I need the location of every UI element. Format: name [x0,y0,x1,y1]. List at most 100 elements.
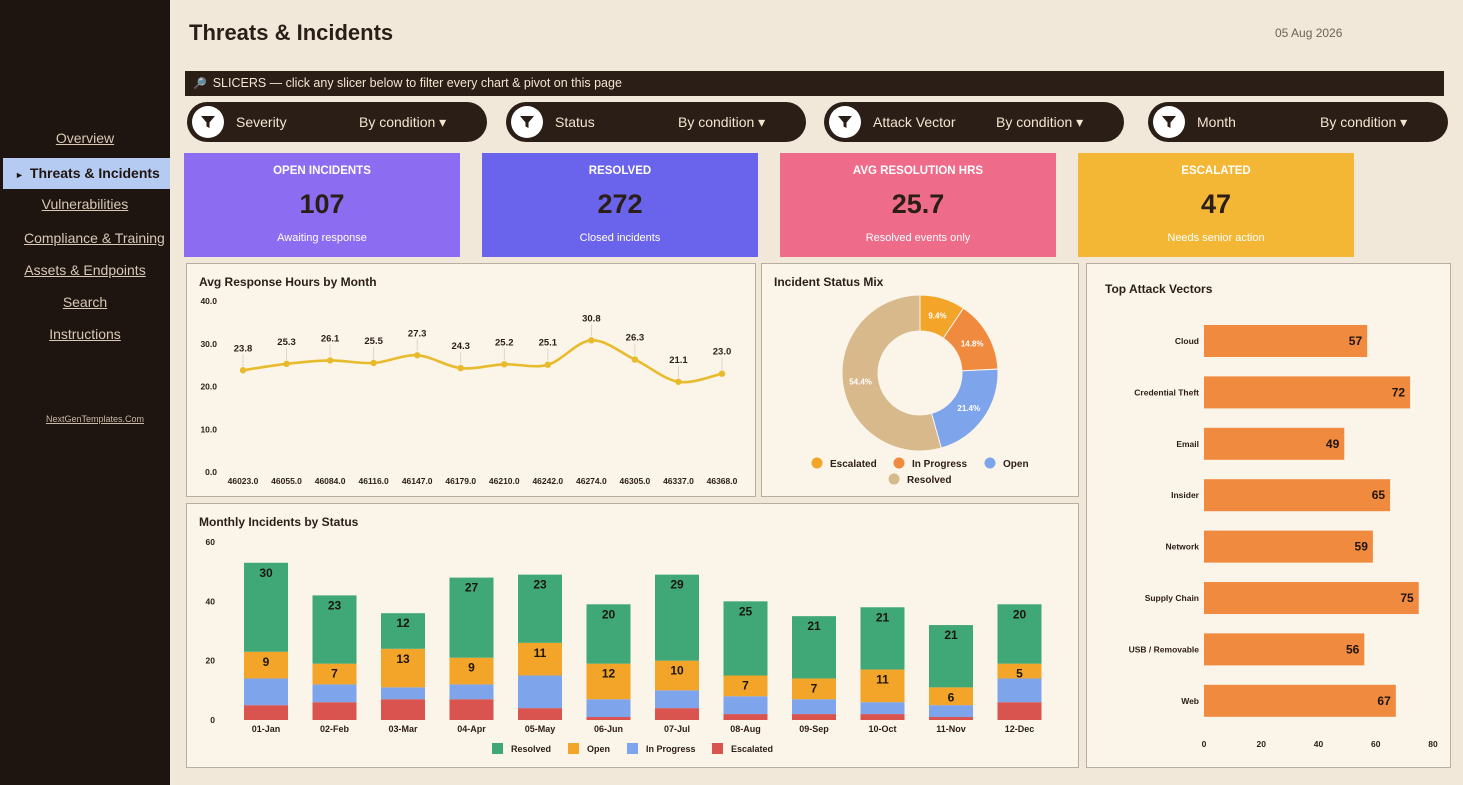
data-label: 23.0 [713,347,732,358]
kpi-value: 107 [299,189,345,219]
bar-segment [449,699,494,720]
slicer-status[interactable]: Status By condition ▾ [506,102,806,142]
bar-segment [723,601,768,676]
data-label: 25.5 [364,336,383,347]
segment-label: 7 [742,679,749,693]
legend-swatch [568,743,579,754]
data-label: 49 [1326,437,1340,451]
slicer-severity[interactable]: Severity By condition ▾ [187,102,487,142]
segment-label: 6 [948,690,955,704]
bar-segment [929,705,973,718]
slicer-name: Severity [236,114,287,130]
bar-segment [586,717,631,720]
legend-swatch [888,473,900,485]
slicer-condition-dropdown[interactable]: By condition ▾ [996,114,1084,130]
x-tick-label: 46368.0 [707,476,738,486]
slicer-condition-dropdown[interactable]: By condition ▾ [359,114,447,130]
legend-label: In Progress [912,459,967,470]
x-tick-label: 46116.0 [359,476,390,486]
bar-segment [997,678,1042,703]
nav-item-search[interactable]: Search [62,294,108,310]
segment-label: 5 [1016,667,1023,681]
nav-item-overview[interactable]: Overview [55,130,115,146]
bar [1204,633,1365,666]
line-chart: 40.0 30.0 20.0 10.0 0.0 46023.0 46055.0 46084.0… [200,296,738,486]
y-tick-label: 0.0 [205,467,217,477]
bar-segment [929,687,973,706]
bar-segment [655,574,699,661]
slicer-condition-dropdown[interactable]: By condition ▾ [678,114,766,130]
data-point [413,352,421,359]
magnifier-icon: 🔎 [193,78,207,90]
donut-slice [841,294,942,452]
nav-item-instructions[interactable]: Instructions [49,326,121,342]
active-arrow-icon: ► [15,170,24,180]
nav-item-assets-endpoints[interactable]: Assets & Endpoints [24,262,146,278]
segment-label: 12 [396,616,410,630]
x-tick-label: 01-Jan [252,724,281,734]
filter-icon [1153,106,1185,138]
sidebar: Overview ► Threats & Incidents Vulnerabil… [0,0,170,785]
x-tick-label: 12-Dec [1005,724,1035,734]
segment-label: 27 [465,581,479,595]
nav-item-compliance-training[interactable]: Compliance & Training [24,230,165,246]
segment-label: 9 [263,655,270,669]
bar-segment [929,717,973,720]
panel-status-mix: Incident Status Mix 9.4% 14.8% 21.4% 54.4% E… [761,263,1079,497]
nav-item-label: Threats & Incidents [29,165,160,181]
bar-segment [312,595,357,664]
y-category-label: USB / Removable [1129,644,1200,654]
slicer-month[interactable]: Month By condition ▾ [1148,102,1448,142]
slicer-attack-vector[interactable]: Attack Vector By condition ▾ [824,102,1124,142]
bar-segment [723,696,768,715]
bar-segment [586,663,631,700]
x-tick-label: 11-Nov [936,724,966,734]
segment-label: 23 [533,578,547,592]
segment-label: 10 [670,664,684,678]
bar-segment [860,607,905,670]
slicer-name: Attack Vector [873,114,956,130]
bar-segment [312,702,357,720]
bar-segment [244,678,288,706]
caret-down-icon: ▾ [439,114,447,130]
kpi-value: 25.7 [891,189,945,219]
y-tick-label: 0 [210,715,215,725]
bar-segment [381,687,425,700]
data-point [501,361,508,368]
page-date: 05 Aug 2026 [1275,26,1343,40]
segment-label: 25 [739,604,753,618]
data-label: 30.8 [582,313,601,324]
data-label: 25.2 [495,337,513,348]
brand-link[interactable]: NextGenTemplates.Com [45,414,145,424]
data-point [239,367,247,374]
nav-item-threats-incidents[interactable]: ► Threats & Incidents [3,158,170,189]
data-point [457,364,464,372]
legend-label: Resolved [511,744,551,754]
segment-label: 29 [670,578,684,592]
sidebar-nav: Overview ► Threats & Incidents Vulnerabil… [0,126,170,354]
y-category-label: Network [1165,542,1199,552]
x-tick-label: 40 [1314,739,1324,749]
kpi-subtitle: Resolved events only [865,232,971,244]
legend-swatch [627,743,638,754]
bar-segment [381,699,425,720]
data-point [588,337,595,344]
x-tick-label: 46210.0 [489,476,520,486]
legend-swatch [811,457,823,469]
data-label: 23.8 [234,343,253,354]
slice-label: 54.4% [849,377,872,386]
bar-segment [518,708,562,720]
segment-label: 11 [534,646,547,660]
bar-segment [792,699,836,715]
nav-item-vulnerabilities[interactable]: Vulnerabilities [41,196,129,212]
x-tick-label: 46023.0 [228,476,259,486]
bar-segment [860,669,905,703]
legend-label: Open [1003,459,1029,470]
slicer-condition-dropdown[interactable]: By condition ▾ [1320,114,1408,130]
data-label: 21.1 [669,355,688,366]
segment-label: 30 [259,566,273,580]
kpi-open-incidents: OPEN INCIDENTS 107 Awaiting response [184,153,460,257]
filter-icon [192,106,224,138]
data-label: 65 [1372,488,1386,502]
bar-segment [518,675,562,709]
